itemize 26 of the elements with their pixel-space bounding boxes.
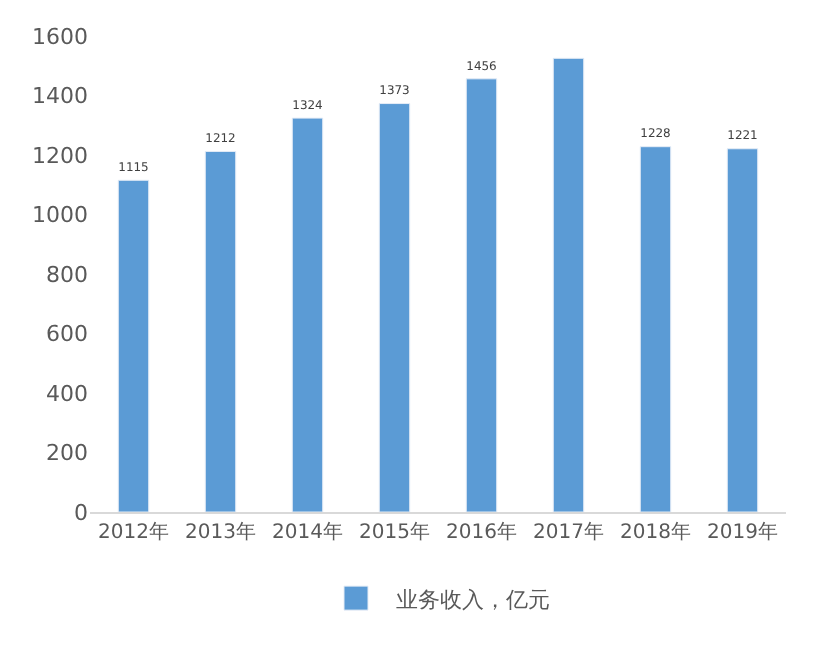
x-tick-label: 2013年 (185, 520, 256, 544)
y-tick-label: 800 (46, 261, 88, 288)
x-tick-label: 2018年 (620, 520, 691, 544)
bar (117, 179, 150, 512)
x-tick-label: 2014年 (272, 520, 343, 544)
y-tick-label: 200 (46, 440, 88, 467)
x-tick-label: 2019年 (707, 520, 778, 544)
bar (465, 78, 498, 512)
y-tick-label: 1000 (32, 202, 88, 229)
x-tick-label: 2016年 (446, 520, 517, 544)
x-tick-label: 2015年 (359, 520, 430, 544)
bar (378, 103, 411, 512)
bar (552, 57, 585, 512)
bar (204, 150, 237, 512)
x-tick-label: 2012年 (98, 520, 169, 544)
y-tick-label: 1400 (32, 83, 88, 110)
y-tick-label: 1600 (32, 23, 88, 50)
y-tick-label: 400 (46, 380, 88, 407)
y-tick-label: 0 (74, 499, 88, 526)
bar (639, 146, 672, 512)
legend-label: 业务收入，亿元 (396, 586, 550, 613)
bar (726, 148, 759, 512)
y-tick-label: 1200 (32, 142, 88, 169)
x-tick-label: 2017年 (533, 520, 604, 544)
y-tick-label: 600 (46, 321, 88, 348)
bar (291, 117, 324, 512)
